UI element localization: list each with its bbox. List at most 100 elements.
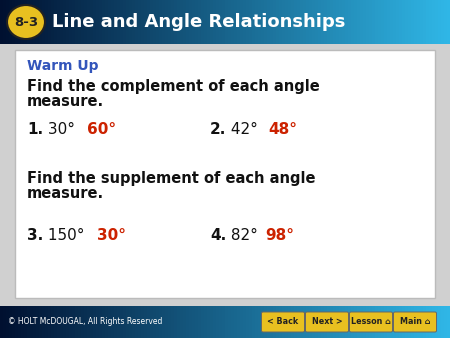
FancyBboxPatch shape xyxy=(162,0,166,44)
FancyBboxPatch shape xyxy=(39,306,43,338)
FancyBboxPatch shape xyxy=(6,306,10,338)
FancyBboxPatch shape xyxy=(180,0,184,44)
FancyBboxPatch shape xyxy=(350,312,392,332)
FancyBboxPatch shape xyxy=(9,306,13,338)
FancyBboxPatch shape xyxy=(441,306,445,338)
FancyBboxPatch shape xyxy=(75,306,79,338)
Text: Lesson ⌂: Lesson ⌂ xyxy=(351,317,391,327)
FancyBboxPatch shape xyxy=(237,306,241,338)
FancyBboxPatch shape xyxy=(309,0,313,44)
FancyBboxPatch shape xyxy=(303,0,307,44)
FancyBboxPatch shape xyxy=(186,0,190,44)
FancyBboxPatch shape xyxy=(324,306,328,338)
FancyBboxPatch shape xyxy=(393,0,397,44)
FancyBboxPatch shape xyxy=(231,306,235,338)
FancyBboxPatch shape xyxy=(213,0,217,44)
FancyBboxPatch shape xyxy=(264,0,268,44)
FancyBboxPatch shape xyxy=(78,0,82,44)
FancyBboxPatch shape xyxy=(117,306,121,338)
FancyBboxPatch shape xyxy=(438,0,442,44)
FancyBboxPatch shape xyxy=(381,306,385,338)
FancyBboxPatch shape xyxy=(369,0,373,44)
FancyBboxPatch shape xyxy=(261,0,265,44)
Text: 30°: 30° xyxy=(43,122,75,138)
FancyBboxPatch shape xyxy=(264,306,268,338)
FancyBboxPatch shape xyxy=(438,306,442,338)
FancyBboxPatch shape xyxy=(81,0,85,44)
FancyBboxPatch shape xyxy=(225,0,229,44)
FancyBboxPatch shape xyxy=(78,306,82,338)
FancyBboxPatch shape xyxy=(138,306,142,338)
FancyBboxPatch shape xyxy=(336,306,340,338)
FancyBboxPatch shape xyxy=(303,306,307,338)
FancyBboxPatch shape xyxy=(126,306,130,338)
FancyBboxPatch shape xyxy=(147,0,151,44)
FancyBboxPatch shape xyxy=(120,0,124,44)
FancyBboxPatch shape xyxy=(135,306,139,338)
FancyBboxPatch shape xyxy=(81,306,85,338)
FancyBboxPatch shape xyxy=(444,306,448,338)
FancyBboxPatch shape xyxy=(414,306,418,338)
FancyBboxPatch shape xyxy=(24,306,28,338)
FancyBboxPatch shape xyxy=(348,0,352,44)
FancyBboxPatch shape xyxy=(288,0,292,44)
FancyBboxPatch shape xyxy=(129,0,133,44)
FancyBboxPatch shape xyxy=(288,306,292,338)
FancyBboxPatch shape xyxy=(162,306,166,338)
FancyBboxPatch shape xyxy=(297,0,301,44)
FancyBboxPatch shape xyxy=(111,0,115,44)
FancyBboxPatch shape xyxy=(219,0,223,44)
FancyBboxPatch shape xyxy=(423,0,427,44)
FancyBboxPatch shape xyxy=(207,306,211,338)
FancyBboxPatch shape xyxy=(111,306,115,338)
FancyBboxPatch shape xyxy=(45,0,49,44)
Text: Main ⌂: Main ⌂ xyxy=(400,317,430,327)
FancyBboxPatch shape xyxy=(117,0,121,44)
FancyBboxPatch shape xyxy=(237,0,241,44)
Text: 82°: 82° xyxy=(226,227,258,242)
FancyBboxPatch shape xyxy=(321,306,325,338)
FancyBboxPatch shape xyxy=(447,306,450,338)
FancyBboxPatch shape xyxy=(321,0,325,44)
FancyBboxPatch shape xyxy=(345,0,349,44)
Text: 60°: 60° xyxy=(87,122,116,138)
FancyBboxPatch shape xyxy=(354,306,358,338)
FancyBboxPatch shape xyxy=(228,0,232,44)
FancyBboxPatch shape xyxy=(327,306,331,338)
FancyBboxPatch shape xyxy=(255,306,259,338)
FancyBboxPatch shape xyxy=(357,306,361,338)
FancyBboxPatch shape xyxy=(291,0,295,44)
FancyBboxPatch shape xyxy=(189,306,193,338)
FancyBboxPatch shape xyxy=(294,0,298,44)
FancyBboxPatch shape xyxy=(198,306,202,338)
FancyBboxPatch shape xyxy=(255,0,259,44)
FancyBboxPatch shape xyxy=(345,306,349,338)
FancyBboxPatch shape xyxy=(171,0,175,44)
FancyBboxPatch shape xyxy=(279,0,283,44)
Text: measure.: measure. xyxy=(27,187,104,201)
FancyBboxPatch shape xyxy=(393,312,436,332)
FancyBboxPatch shape xyxy=(240,0,244,44)
FancyBboxPatch shape xyxy=(306,306,310,338)
FancyBboxPatch shape xyxy=(165,306,169,338)
FancyBboxPatch shape xyxy=(372,0,376,44)
FancyBboxPatch shape xyxy=(102,306,106,338)
FancyBboxPatch shape xyxy=(150,306,154,338)
Ellipse shape xyxy=(7,5,45,39)
FancyBboxPatch shape xyxy=(66,306,70,338)
FancyBboxPatch shape xyxy=(234,0,238,44)
FancyBboxPatch shape xyxy=(300,306,304,338)
FancyBboxPatch shape xyxy=(39,0,43,44)
FancyBboxPatch shape xyxy=(276,0,280,44)
FancyBboxPatch shape xyxy=(195,306,199,338)
FancyBboxPatch shape xyxy=(201,0,205,44)
FancyBboxPatch shape xyxy=(75,0,79,44)
FancyBboxPatch shape xyxy=(174,306,178,338)
FancyBboxPatch shape xyxy=(411,0,415,44)
FancyBboxPatch shape xyxy=(222,306,226,338)
Text: Warm Up: Warm Up xyxy=(27,59,99,73)
FancyBboxPatch shape xyxy=(318,0,322,44)
FancyBboxPatch shape xyxy=(186,306,190,338)
FancyBboxPatch shape xyxy=(240,306,244,338)
FancyBboxPatch shape xyxy=(108,306,112,338)
